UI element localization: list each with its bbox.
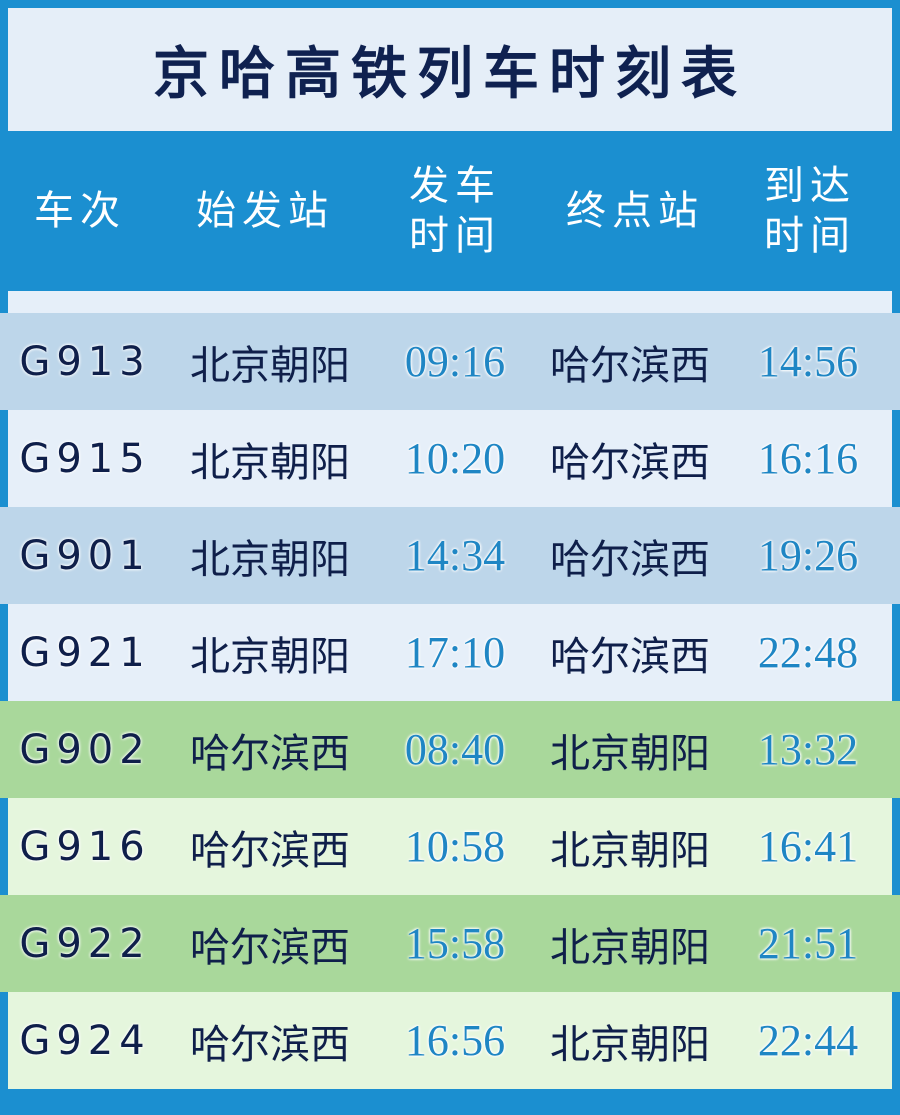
table-row: G916 哈尔滨西 10:58 北京朝阳 16:41 <box>8 798 892 895</box>
page-title: 京哈高铁列车时刻表 <box>153 42 747 107</box>
cell-train: G921 <box>19 629 151 676</box>
cell-origin: 北京朝阳 <box>190 342 350 389</box>
table-row: G902 哈尔滨西 08:40 北京朝阳 13:32 <box>0 701 900 798</box>
cell-train: G901 <box>19 532 151 579</box>
table-row: G901 北京朝阳 14:34 哈尔滨西 19:26 <box>0 507 900 604</box>
cell-origin: 北京朝阳 <box>190 439 350 486</box>
cell-train: G913 <box>19 338 151 385</box>
header-train: 车次 <box>34 188 126 234</box>
header-depart: 发车 时间 <box>385 131 525 291</box>
cell-arrive-time: 14:56 <box>757 337 859 386</box>
table-row: G915 北京朝阳 10:20 哈尔滨西 16:16 <box>8 410 892 507</box>
header-origin: 始发站 <box>196 188 334 234</box>
cell-destination: 北京朝阳 <box>550 1021 710 1068</box>
header-depart-line2: 时间 <box>409 213 501 259</box>
header-destination: 终点站 <box>566 188 704 234</box>
cell-depart-time: 15:58 <box>404 919 506 968</box>
cell-train: G924 <box>19 1017 151 1064</box>
cell-arrive-time: 16:16 <box>757 434 859 483</box>
cell-train: G922 <box>19 920 151 967</box>
header-spacer <box>8 291 892 313</box>
cell-destination: 哈尔滨西 <box>550 342 710 389</box>
cell-destination: 北京朝阳 <box>550 827 710 874</box>
table-row: G924 哈尔滨西 16:56 北京朝阳 22:44 <box>8 992 892 1089</box>
cell-origin: 哈尔滨西 <box>190 730 350 777</box>
cell-destination: 北京朝阳 <box>550 730 710 777</box>
table-row: G922 哈尔滨西 15:58 北京朝阳 21:51 <box>0 895 900 992</box>
cell-arrive-time: 16:41 <box>757 822 859 871</box>
cell-arrive-time: 21:51 <box>757 919 859 968</box>
cell-depart-time: 10:20 <box>404 434 506 483</box>
title-panel: 京哈高铁列车时刻表 <box>8 8 892 131</box>
cell-arrive-time: 19:26 <box>757 531 859 580</box>
cell-depart-time: 09:16 <box>404 337 506 386</box>
cell-train: G902 <box>19 726 151 773</box>
cell-arrive-time: 13:32 <box>757 725 859 774</box>
cell-origin: 北京朝阳 <box>190 536 350 583</box>
timetable-rows: G913 北京朝阳 09:16 哈尔滨西 14:56 G915 北京朝阳 10:20 哈尔滨西 1… <box>0 313 900 1089</box>
cell-depart-time: 14:34 <box>404 531 506 580</box>
header-depart-line1: 发车 <box>409 163 501 209</box>
cell-depart-time: 10:58 <box>404 822 506 871</box>
cell-arrive-time: 22:48 <box>757 628 859 677</box>
cell-origin: 哈尔滨西 <box>190 1021 350 1068</box>
cell-depart-time: 16:56 <box>404 1016 506 1065</box>
bottom-border <box>0 1090 900 1115</box>
cell-origin: 北京朝阳 <box>190 633 350 680</box>
table-header: 车次 始发站 发车 时间 终点站 到达 时间 <box>0 131 900 291</box>
cell-train: G915 <box>19 435 151 482</box>
header-arrive-line2: 时间 <box>764 213 856 259</box>
cell-destination: 哈尔滨西 <box>550 536 710 583</box>
table-row: G913 北京朝阳 09:16 哈尔滨西 14:56 <box>0 313 900 410</box>
cell-train: G916 <box>19 823 151 870</box>
header-arrive: 到达 时间 <box>740 131 880 291</box>
cell-destination: 北京朝阳 <box>550 924 710 971</box>
cell-destination: 哈尔滨西 <box>550 633 710 680</box>
cell-arrive-time: 22:44 <box>757 1016 859 1065</box>
cell-destination: 哈尔滨西 <box>550 439 710 486</box>
header-arrive-line1: 到达 <box>764 163 856 209</box>
cell-depart-time: 08:40 <box>404 725 506 774</box>
cell-depart-time: 17:10 <box>404 628 506 677</box>
table-row: G921 北京朝阳 17:10 哈尔滨西 22:48 <box>8 604 892 701</box>
cell-origin: 哈尔滨西 <box>190 827 350 874</box>
cell-origin: 哈尔滨西 <box>190 924 350 971</box>
